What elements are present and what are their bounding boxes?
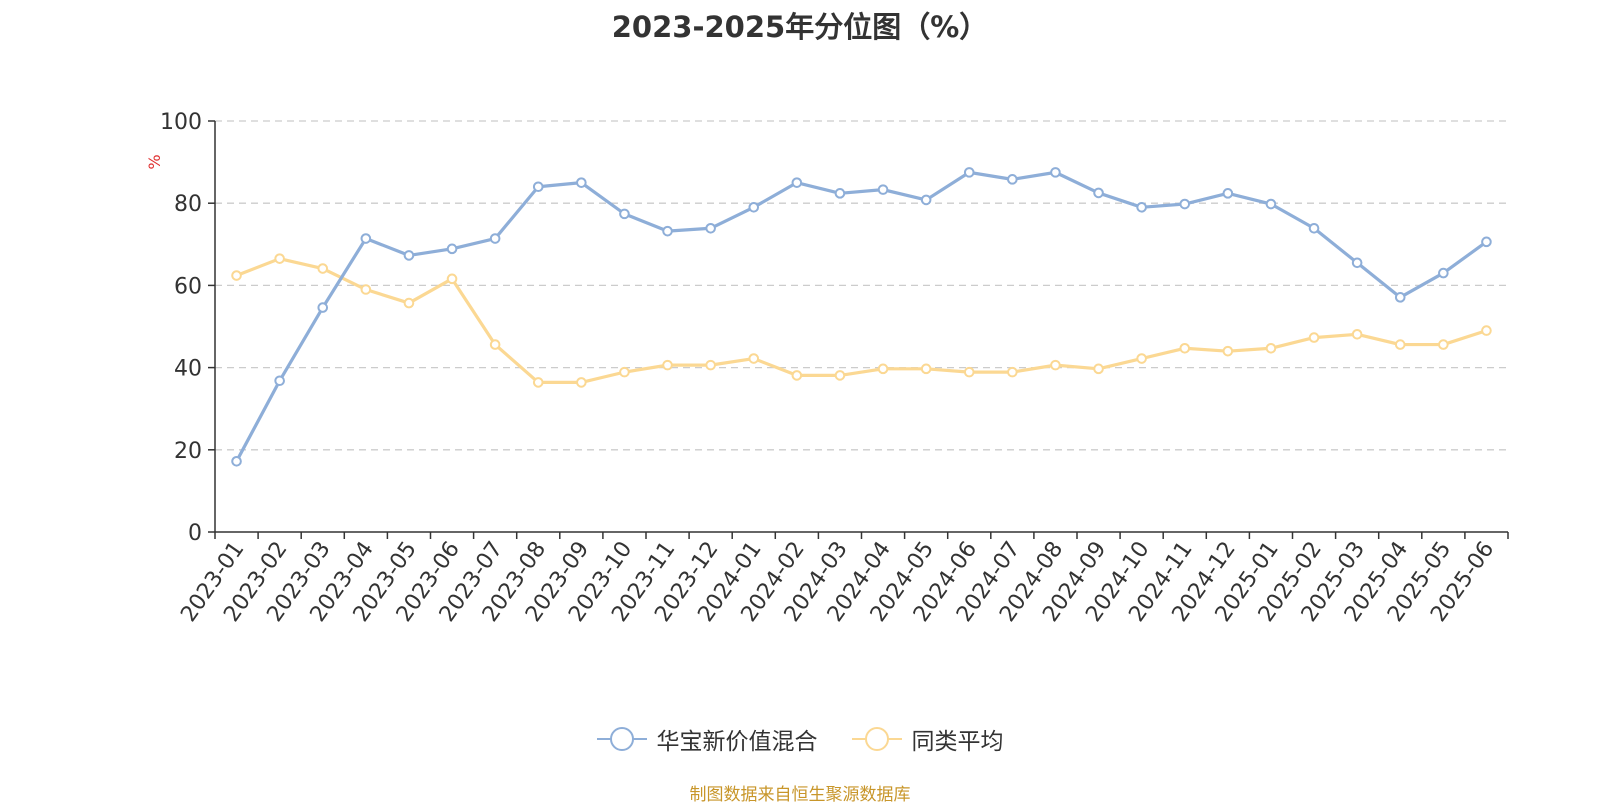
y-tick-label: 0 <box>188 521 202 546</box>
data-point[interactable] <box>1308 222 1320 234</box>
data-point[interactable] <box>317 263 329 274</box>
data-point[interactable] <box>274 253 285 264</box>
data-point[interactable] <box>274 375 285 387</box>
data-point[interactable] <box>532 181 544 193</box>
legend-label-series-2: 同类平均 <box>911 729 1004 755</box>
data-point[interactable] <box>619 208 630 220</box>
data-point[interactable] <box>619 366 630 378</box>
data-point[interactable] <box>1351 329 1363 340</box>
data-point[interactable] <box>1481 236 1492 248</box>
y-tick-label: 40 <box>174 357 202 382</box>
legend: 华宝新价值混合 同类平均 <box>0 722 1600 756</box>
legend-line-marker-icon <box>596 727 647 751</box>
y-tick-label: 20 <box>174 439 202 464</box>
data-point[interactable] <box>360 284 372 295</box>
data-point[interactable] <box>231 456 242 467</box>
legend-line-marker-icon <box>851 727 902 751</box>
data-point[interactable] <box>446 273 458 285</box>
data-point[interactable] <box>446 243 458 255</box>
data-point[interactable] <box>877 363 889 375</box>
grid-lines <box>215 120 1508 451</box>
data-point[interactable] <box>1093 363 1104 375</box>
data-point[interactable] <box>1438 267 1449 279</box>
data-point[interactable] <box>748 353 760 364</box>
data-point[interactable] <box>1093 187 1104 199</box>
data-point[interactable] <box>489 339 501 350</box>
series-line-2 <box>234 257 1489 384</box>
y-tick-label: 100 <box>160 110 202 135</box>
legend-label-series-1: 华宝新价值混合 <box>656 729 818 755</box>
data-point[interactable] <box>1481 325 1492 336</box>
data-point[interactable] <box>1050 359 1061 371</box>
data-point[interactable] <box>662 225 673 237</box>
data-point[interactable] <box>532 377 544 388</box>
data-point[interactable] <box>1438 339 1449 350</box>
data-point[interactable] <box>1007 174 1018 185</box>
data-point[interactable] <box>748 202 760 213</box>
data-point[interactable] <box>1136 202 1147 213</box>
data-point[interactable] <box>920 194 932 206</box>
data-point[interactable] <box>1050 167 1061 178</box>
data-point[interactable] <box>963 167 975 178</box>
data-point[interactable] <box>576 177 587 188</box>
y-axis-label: % <box>145 154 164 169</box>
legend-item-series-2[interactable]: 同类平均 <box>851 722 1004 756</box>
data-point[interactable] <box>834 188 846 199</box>
data-point[interactable] <box>662 359 673 371</box>
data-point[interactable] <box>1179 198 1191 210</box>
chart-title: 2023-2025年分位图（%） <box>611 10 989 44</box>
data-point[interactable] <box>705 222 716 234</box>
data-point[interactable] <box>920 363 932 375</box>
data-point[interactable] <box>1136 353 1147 364</box>
data-point[interactable] <box>1308 332 1320 343</box>
data-point[interactable] <box>1351 257 1363 269</box>
data-point[interactable] <box>877 184 889 195</box>
data-point[interactable] <box>317 302 329 313</box>
data-point[interactable] <box>1222 345 1234 357</box>
data-point[interactable] <box>360 233 372 244</box>
y-tick-label: 60 <box>174 274 202 299</box>
data-point[interactable] <box>791 370 803 381</box>
data-point[interactable] <box>1394 292 1406 303</box>
data-point[interactable] <box>403 297 415 309</box>
data-point[interactable] <box>705 359 716 371</box>
data-point[interactable] <box>1179 342 1191 354</box>
data-point[interactable] <box>834 370 846 381</box>
y-tick-label: 80 <box>174 192 202 217</box>
data-point[interactable] <box>403 250 415 261</box>
source-note: 制图数据来自恒生聚源数据库 <box>689 785 911 805</box>
legend-item-series-1[interactable]: 华宝新价值混合 <box>596 722 818 756</box>
data-point[interactable] <box>963 366 975 378</box>
data-point[interactable] <box>576 377 587 388</box>
data-point[interactable] <box>231 270 242 281</box>
data-point[interactable] <box>1265 342 1277 354</box>
series-layer <box>231 167 1492 467</box>
series-line-1 <box>234 170 1489 463</box>
data-point[interactable] <box>791 177 803 188</box>
axes: 0204060801002023-012023-022023-032023-04… <box>160 110 1509 627</box>
data-point[interactable] <box>489 233 501 244</box>
data-point[interactable] <box>1222 188 1234 199</box>
data-point[interactable] <box>1394 339 1406 350</box>
data-point[interactable] <box>1007 366 1018 378</box>
data-point[interactable] <box>1265 198 1277 210</box>
